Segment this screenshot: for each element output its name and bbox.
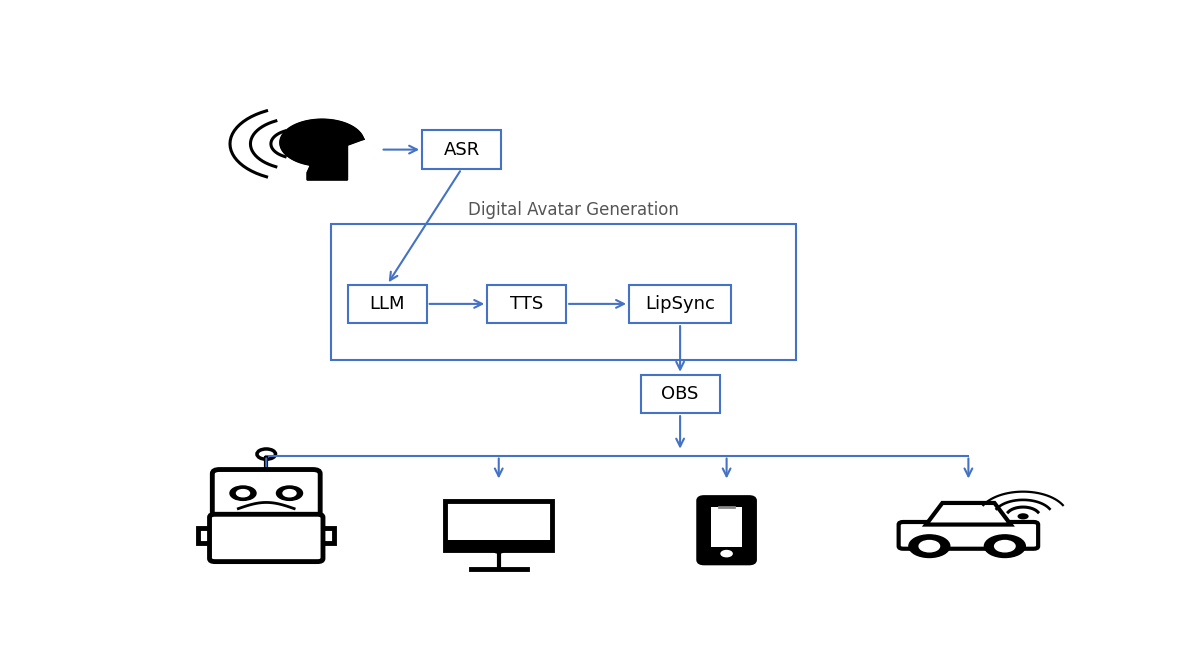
FancyBboxPatch shape — [641, 375, 720, 413]
FancyBboxPatch shape — [487, 285, 566, 323]
Text: Digital Avatar Generation: Digital Avatar Generation — [468, 201, 678, 219]
Circle shape — [919, 540, 940, 552]
Text: ASR: ASR — [444, 140, 480, 158]
Circle shape — [276, 486, 302, 500]
Polygon shape — [926, 503, 1010, 524]
FancyBboxPatch shape — [422, 130, 502, 169]
FancyBboxPatch shape — [899, 522, 1038, 548]
Circle shape — [721, 550, 732, 556]
Text: TTS: TTS — [510, 295, 544, 313]
Circle shape — [283, 490, 296, 497]
Circle shape — [984, 535, 1025, 558]
FancyBboxPatch shape — [212, 470, 320, 519]
FancyBboxPatch shape — [348, 285, 427, 323]
Text: LipSync: LipSync — [646, 295, 715, 313]
Text: OBS: OBS — [661, 385, 698, 403]
Circle shape — [908, 535, 950, 558]
Text: LLM: LLM — [370, 295, 404, 313]
Circle shape — [236, 490, 250, 497]
FancyBboxPatch shape — [445, 540, 552, 550]
FancyBboxPatch shape — [317, 528, 334, 543]
FancyBboxPatch shape — [710, 506, 743, 547]
Circle shape — [230, 486, 256, 500]
Polygon shape — [281, 120, 364, 180]
FancyBboxPatch shape — [629, 285, 731, 323]
Circle shape — [1018, 513, 1028, 520]
FancyBboxPatch shape — [331, 224, 797, 361]
FancyBboxPatch shape — [210, 514, 323, 562]
FancyBboxPatch shape — [198, 528, 215, 543]
FancyBboxPatch shape — [445, 500, 552, 550]
FancyBboxPatch shape — [698, 498, 755, 563]
Circle shape — [493, 547, 504, 553]
Circle shape — [995, 540, 1015, 552]
